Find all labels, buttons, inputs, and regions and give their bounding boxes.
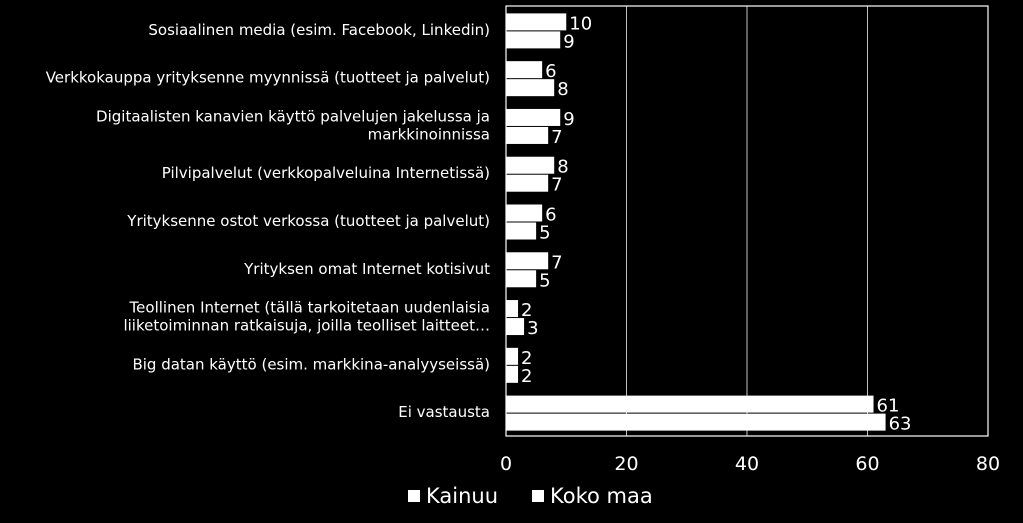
bar-kainuu [506, 156, 555, 174]
data-label: 2 [521, 300, 532, 321]
category-label: Verkkokauppa yrityksenne myynnissä (tuot… [46, 69, 490, 87]
x-tick-label: 60 [855, 453, 879, 475]
data-label: 61 [877, 396, 900, 417]
x-tick-label: 20 [614, 453, 638, 475]
legend-label-kainuu: Kainuu [426, 484, 499, 508]
category-label: Sosiaalinen media (esim. Facebook, Linke… [148, 21, 490, 39]
data-label: 9 [563, 31, 574, 52]
data-label: 3 [527, 318, 538, 339]
bar-koko-maa [506, 31, 561, 49]
legend: Kainuu Koko maa [408, 484, 653, 508]
bar-kainuu [506, 252, 549, 270]
bar-koko-maa [506, 365, 519, 383]
x-tick-label: 40 [735, 453, 759, 475]
bar-koko-maa [506, 318, 525, 336]
data-label: 63 [889, 414, 912, 435]
bar-koko-maa [506, 174, 549, 192]
data-label: 2 [521, 348, 532, 369]
bar-kainuu [506, 108, 561, 126]
data-label: 9 [563, 109, 574, 130]
data-label: 7 [551, 127, 562, 148]
category-label: Pilvipalvelut (verkkopalveluina Internet… [162, 164, 490, 182]
category-label: Big datan käyttö (esim. markkina-analyys… [132, 355, 490, 373]
legend-item-kainuu: Kainuu [408, 484, 498, 508]
data-label: 5 [539, 223, 550, 244]
category-label: Teollinen Internet (tällä tarkoitetaan u… [129, 299, 490, 317]
legend-item-koko-maa: Koko maa [532, 484, 653, 508]
data-label: 5 [539, 270, 550, 291]
category-label: Yrityksen omat Internet kotisivut [243, 260, 490, 278]
category-label: Yrityksenne ostot verkossa (tuotteet ja … [126, 212, 490, 230]
legend-label-koko-maa: Koko maa [550, 484, 653, 508]
data-label: 6 [545, 61, 556, 82]
bar-kainuu [506, 61, 543, 79]
data-label: 7 [551, 252, 562, 273]
bar-koko-maa [506, 126, 549, 144]
data-label: 7 [551, 175, 562, 196]
x-tick-label: 0 [500, 453, 512, 475]
category-label: Digitaalisten kanavien käyttö palvelujen… [96, 107, 490, 125]
legend-swatch-kainuu [408, 490, 420, 502]
data-label: 8 [557, 79, 568, 100]
category-label: liiketoiminnan ratkaisuja, joilla teolli… [123, 317, 490, 335]
x-tick-label: 80 [976, 453, 1000, 475]
data-label: 6 [545, 205, 556, 226]
bar-koko-maa [506, 413, 886, 431]
category-label: markkinoinnissa [368, 125, 490, 143]
bar-kainuu [506, 300, 519, 318]
bar-koko-maa [506, 79, 555, 97]
data-label: 10 [569, 13, 592, 34]
bar-koko-maa [506, 270, 537, 288]
bar-kainuu [506, 347, 519, 365]
bar-kainuu [506, 204, 543, 222]
data-label: 2 [521, 366, 532, 387]
category-label: Ei vastausta [398, 403, 490, 421]
data-label: 8 [557, 157, 568, 178]
legend-swatch-koko-maa [532, 490, 545, 502]
bar-kainuu [506, 13, 567, 31]
bar-koko-maa [506, 222, 537, 240]
bar-kainuu [506, 395, 874, 413]
